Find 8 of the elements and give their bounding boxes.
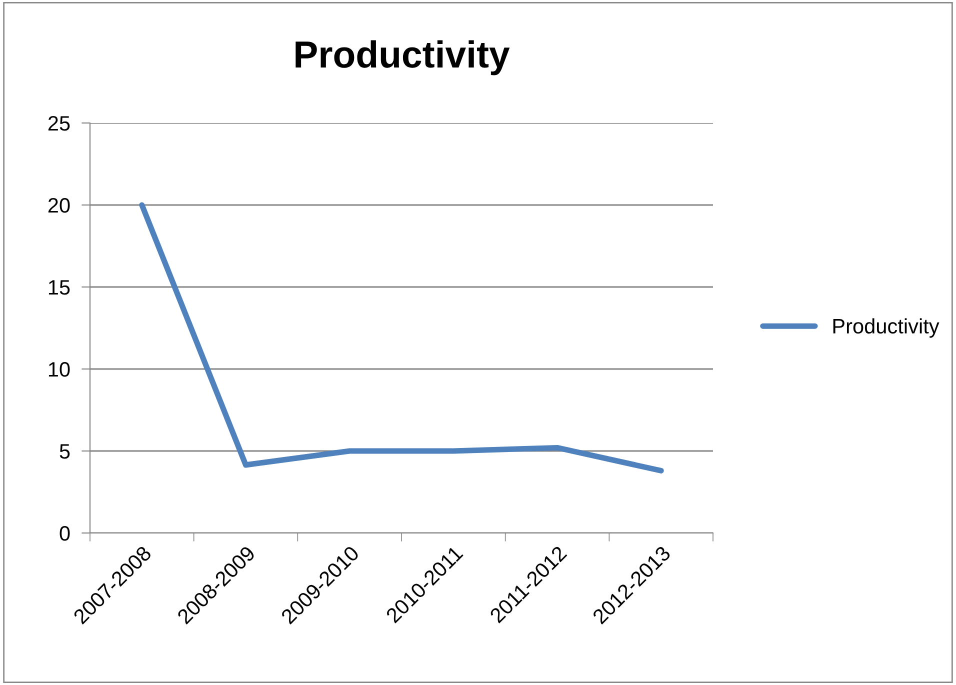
chart-title: Productivity bbox=[296, 40, 510, 76]
y-tick-label: 5 bbox=[60, 444, 70, 459]
legend-label: Productivity bbox=[833, 318, 940, 338]
y-tick-label: 25 bbox=[48, 116, 70, 131]
y-tick-label: 20 bbox=[48, 198, 70, 213]
y-tick-label: 15 bbox=[48, 280, 70, 295]
y-tick-label: 10 bbox=[48, 362, 70, 377]
y-tick-label: 0 bbox=[60, 526, 70, 541]
